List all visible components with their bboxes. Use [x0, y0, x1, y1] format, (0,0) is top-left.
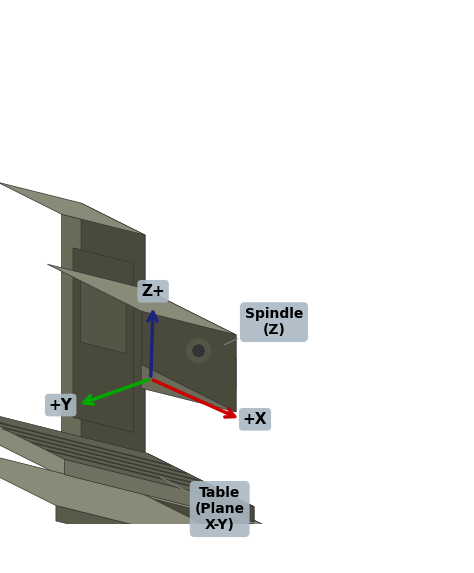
Polygon shape	[0, 406, 254, 507]
Polygon shape	[56, 505, 276, 573]
Polygon shape	[147, 453, 254, 522]
Polygon shape	[62, 476, 270, 559]
Polygon shape	[1, 426, 187, 474]
Text: Table
(Plane
X-Y): Table (Plane X-Y)	[161, 477, 245, 532]
Polygon shape	[81, 281, 126, 354]
Polygon shape	[0, 438, 276, 560]
Polygon shape	[143, 335, 236, 388]
Polygon shape	[64, 460, 254, 522]
Circle shape	[193, 345, 204, 356]
Text: Spindle
(Z): Spindle (Z)	[224, 307, 303, 344]
Polygon shape	[0, 182, 145, 235]
Text: +Y: +Y	[49, 398, 73, 413]
Text: +X: +X	[243, 412, 267, 427]
Polygon shape	[142, 288, 236, 412]
Polygon shape	[32, 442, 218, 489]
Polygon shape	[73, 248, 134, 433]
Polygon shape	[141, 493, 276, 573]
Polygon shape	[16, 434, 202, 482]
Circle shape	[187, 339, 210, 363]
Polygon shape	[142, 464, 270, 559]
Polygon shape	[141, 311, 236, 412]
Polygon shape	[0, 419, 172, 466]
Circle shape	[162, 340, 179, 357]
Polygon shape	[47, 450, 233, 497]
Polygon shape	[81, 203, 145, 497]
Polygon shape	[62, 214, 145, 497]
Polygon shape	[47, 264, 236, 335]
Text: Z+: Z+	[141, 284, 165, 299]
Polygon shape	[0, 412, 270, 528]
